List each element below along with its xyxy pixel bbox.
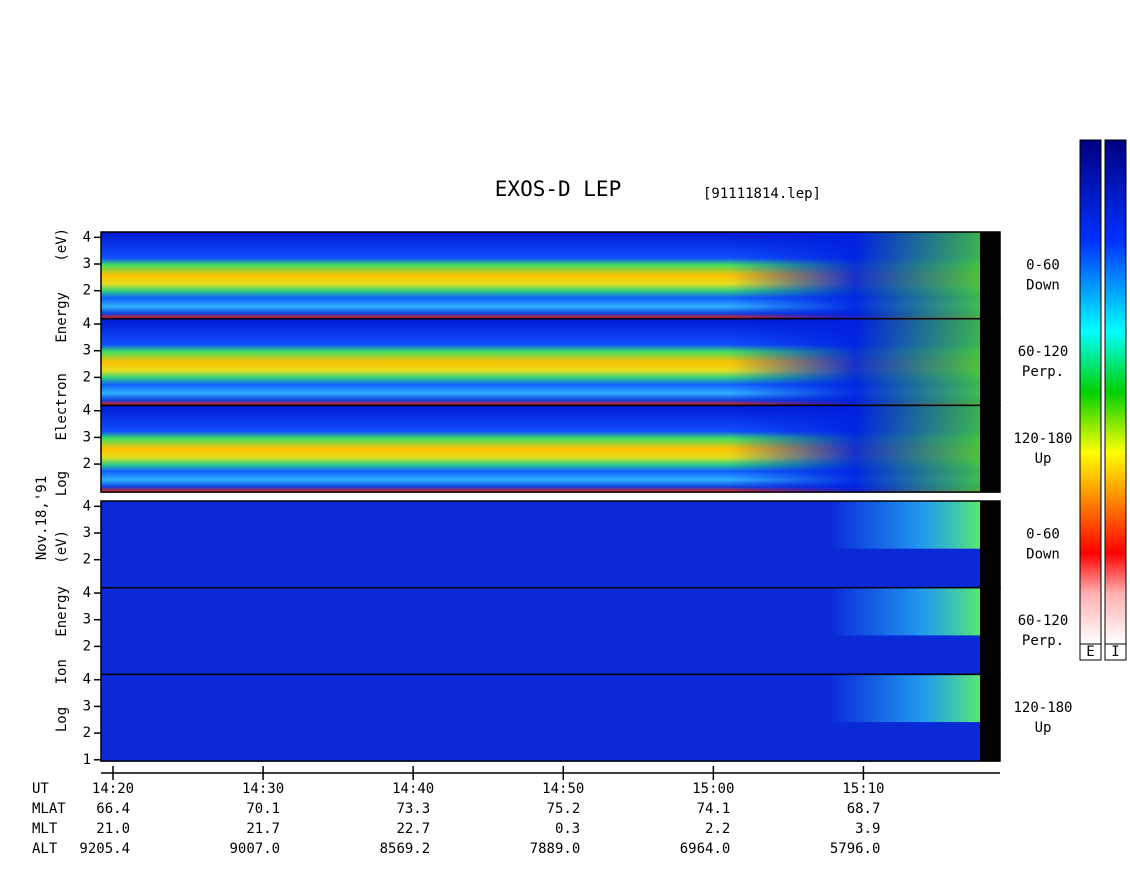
data-gap [980,318,1000,406]
orbit-value: 2.2 [705,821,730,837]
data-gap [980,674,1000,762]
data-gap [980,501,1000,588]
y-tick-label: 2 [83,456,91,472]
panel-frame [100,404,1001,493]
y-tick-label: 3 [83,343,91,359]
direction-label: Down [1026,546,1060,562]
direction-label: Up [1035,451,1052,467]
orbit-value: 68.7 [847,801,881,817]
orbit-value: 21.0 [96,821,130,837]
orbit-value: 21.7 [246,821,280,837]
orbit-value: 0.3 [555,821,580,837]
x-tick-label: 14:50 [542,781,584,797]
orbit-value: 75.2 [547,801,581,817]
pitch-label: 0-60 [1026,526,1060,542]
colorbar [1104,139,1127,645]
spectrogram [830,587,980,636]
colorbar [1079,139,1102,645]
orbit-label: MLT [32,821,58,837]
orbit-value: 6964.0 [680,841,731,857]
colorbar-label-box [1079,643,1102,661]
orbit-value: 73.3 [396,801,430,817]
y-tick-label: 4 [83,672,91,688]
y-tick-label: 2 [83,725,91,741]
file-label: [91111814.lep] [703,186,821,202]
y-tick-label: 4 [83,585,91,601]
x-tick-label: 14:20 [92,781,134,797]
y-tick-label: 3 [83,698,91,714]
y-tick-label: 4 [83,403,91,419]
x-tick-label: 14:30 [242,781,284,797]
orbit-value: 22.7 [396,821,430,837]
orbit-value: 8569.2 [380,841,431,857]
data-gap [980,232,1000,319]
orbit-label: MLAT [32,801,66,817]
direction-label: Perp. [1022,633,1064,649]
spectrogram [730,405,980,493]
x-tick-label: 14:40 [392,781,434,797]
date-label: Nov.18,'91 [34,476,50,560]
pitch-label: 0-60 [1026,257,1060,273]
orbit-value: 70.1 [246,801,280,817]
orbit-value: 5796.0 [830,841,881,857]
orbit-label: ALT [32,841,58,857]
spectrogram [830,674,980,723]
y-axis-label: Log Ion Energy (eV) [54,530,70,732]
y-tick-label: 4 [83,229,91,245]
panel-frame [100,673,1001,762]
colorbar-label-box [1104,643,1127,661]
orbit-value: 9205.4 [79,841,130,857]
spectrogram [730,318,980,406]
x-tick-label: 15:10 [842,781,884,797]
y-tick-label: 2 [83,369,91,385]
spectrogram [830,501,980,549]
direction-label: Down [1026,277,1060,293]
pitch-label: 120-180 [1013,700,1072,716]
orbit-value: 66.4 [96,801,130,817]
y-tick-label: 4 [83,316,91,332]
y-axis-label: Log Electron Energy (eV) [54,228,70,496]
orbit-value: 7889.0 [530,841,581,857]
pitch-label: 60-120 [1018,613,1069,629]
orbit-value: 74.1 [697,801,731,817]
y-tick-label: 3 [83,429,91,445]
y-tick-label: 4 [83,498,91,514]
y-tick-label: 1 [83,752,91,768]
y-tick-label: 2 [83,552,91,568]
y-tick-label: 3 [83,525,91,541]
orbit-value: 3.9 [855,821,880,837]
y-tick-label: 3 [83,612,91,628]
pitch-label: 120-180 [1013,431,1072,447]
x-tick-label: 15:00 [692,781,734,797]
colorbar-label: E [1086,644,1094,660]
y-tick-label: 3 [83,256,91,272]
spectrogram [730,232,980,319]
y-tick-label: 2 [83,638,91,654]
direction-label: Perp. [1022,364,1064,380]
direction-label: Up [1035,720,1052,736]
data-gap [980,405,1000,493]
colorbar-label: I [1111,644,1119,660]
orbit-label: UT [32,781,49,797]
pitch-label: 60-120 [1018,344,1069,360]
data-gap [980,587,1000,675]
y-tick-label: 2 [83,283,91,299]
orbit-value: 9007.0 [230,841,281,857]
chart-title: EXOS-D LEP [495,177,621,201]
